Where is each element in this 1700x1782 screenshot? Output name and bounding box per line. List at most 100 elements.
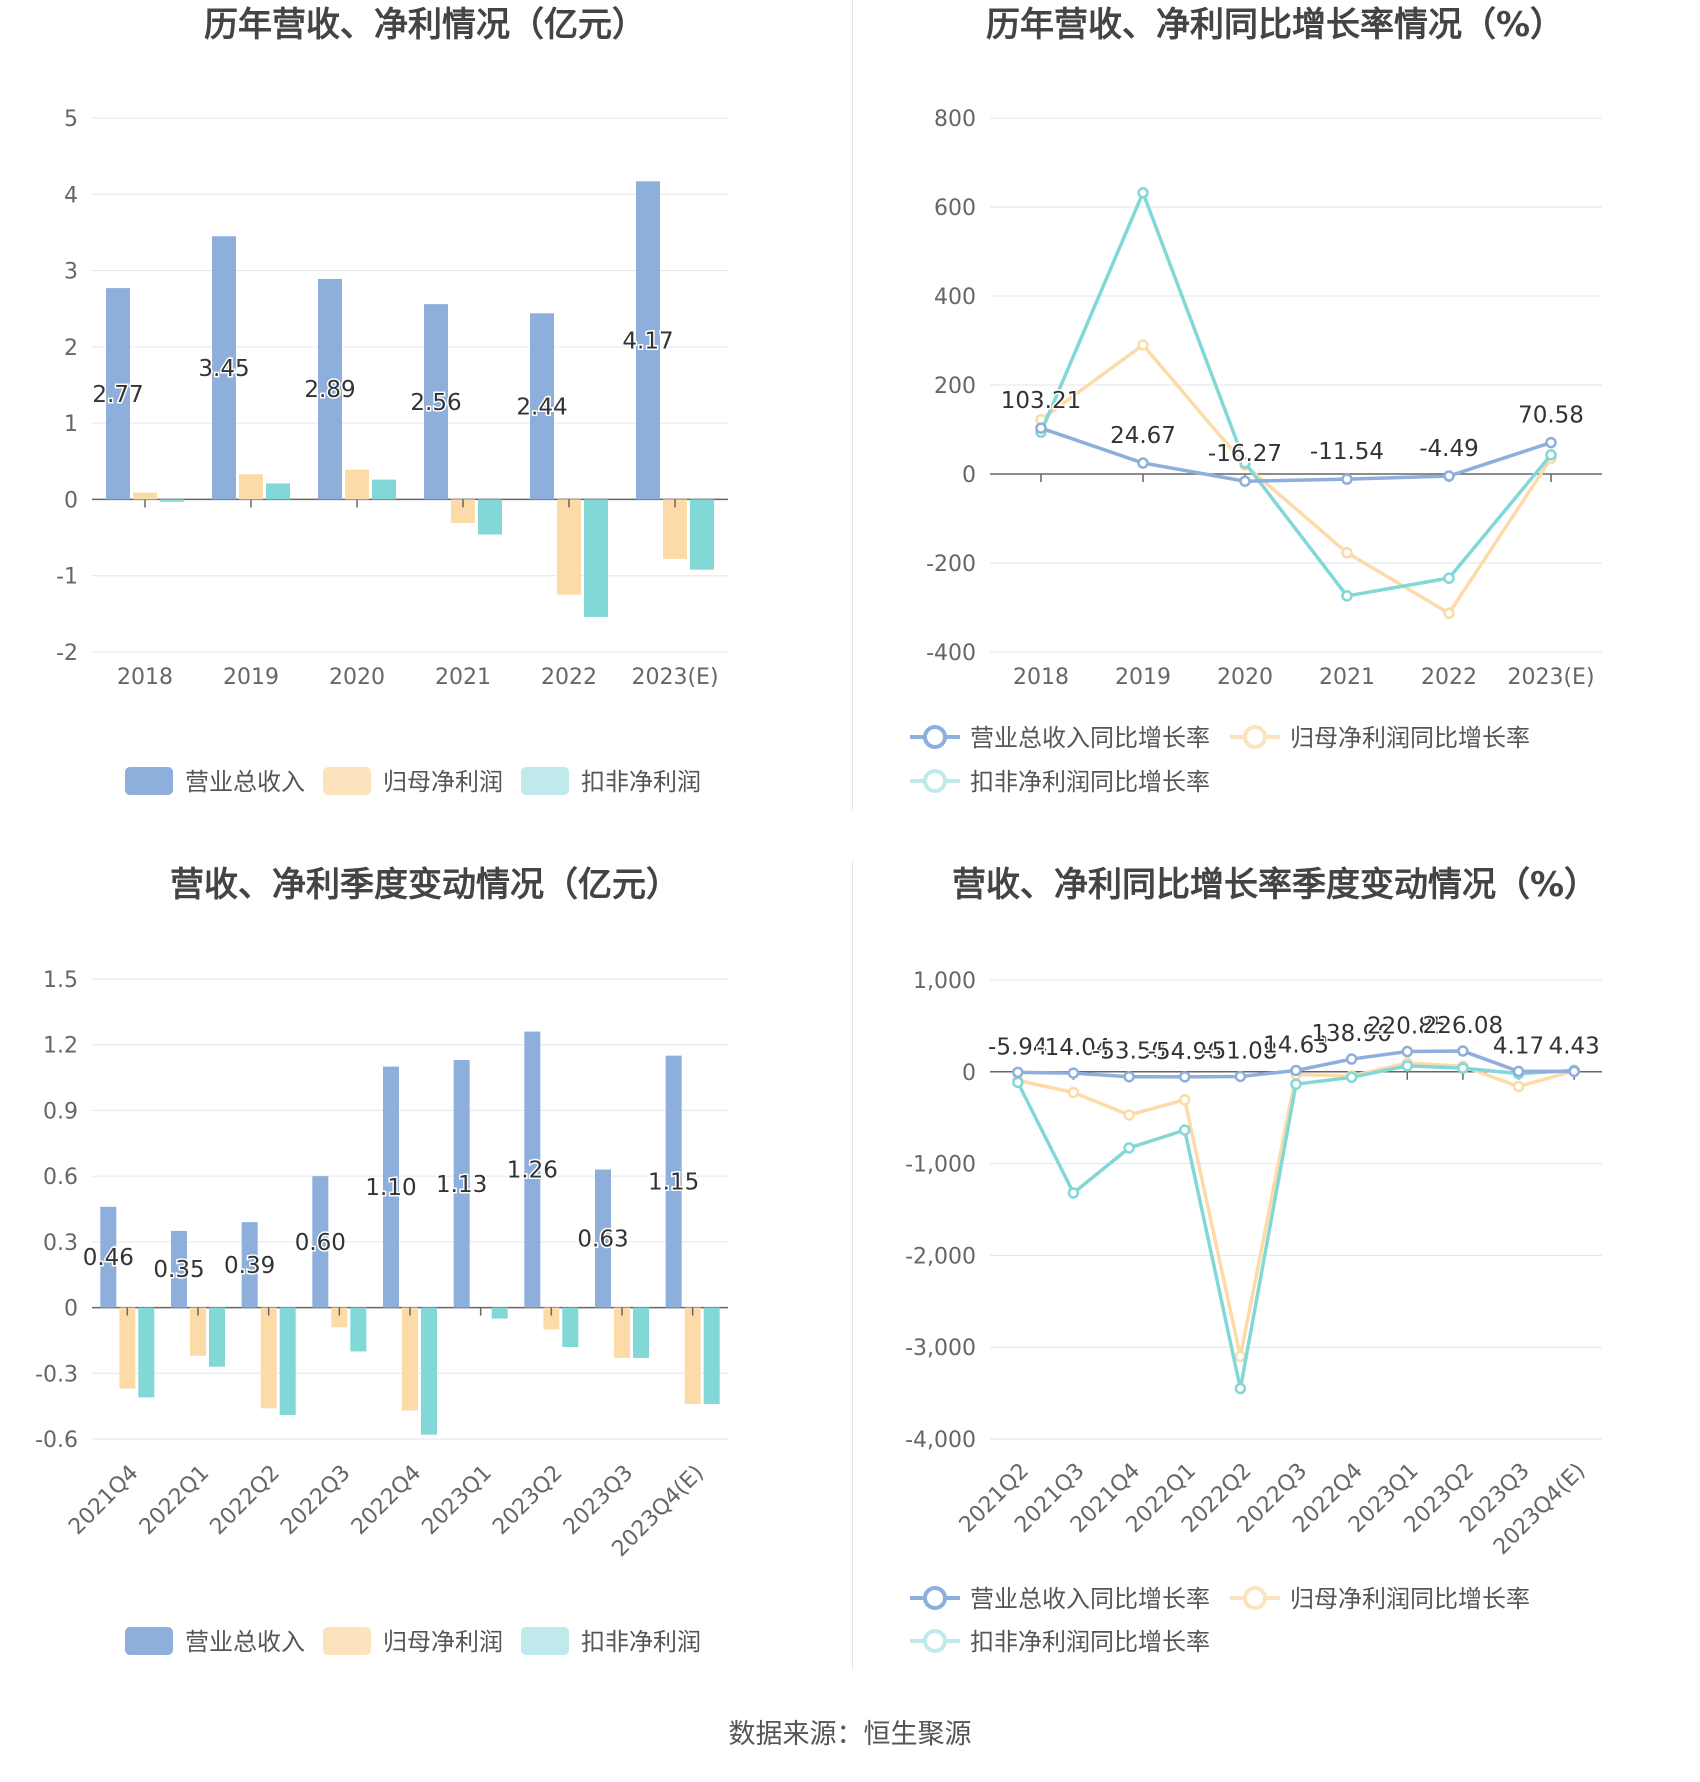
bar-net-profit[interactable]: [402, 1307, 418, 1411]
legend-item[interactable]: 扣非净利润: [581, 1628, 701, 1656]
point-revenue-growth[interactable]: [1123, 1070, 1135, 1083]
series-line-deducted-profit-growth[interactable]: [1039, 188, 1553, 598]
bar-revenue[interactable]: [424, 304, 448, 500]
bar-deducted-profit[interactable]: [421, 1307, 437, 1435]
bar-deducted-profit[interactable]: [209, 1307, 225, 1367]
point-revenue-growth[interactable]: [1234, 1070, 1247, 1083]
point-deducted-profit-growth[interactable]: [1123, 1142, 1135, 1154]
legend-item[interactable]: 扣非净利润同比增长率: [970, 1628, 1210, 1656]
bar-deducted-profit[interactable]: [138, 1307, 155, 1398]
point-revenue-growth[interactable]: [1401, 1045, 1414, 1058]
bar-revenue[interactable]: [100, 1206, 117, 1308]
point-revenue-growth[interactable]: [1345, 1053, 1358, 1065]
legend-item[interactable]: 归母净利润: [383, 1628, 503, 1656]
point-net-profit-growth[interactable]: [1512, 1080, 1525, 1093]
point-deducted-profit-growth[interactable]: [1443, 572, 1455, 584]
legend-item[interactable]: 扣非净利润: [581, 768, 701, 796]
bar-deducted-profit[interactable]: [690, 499, 714, 570]
series-line-net-profit-growth[interactable]: [1017, 1061, 1575, 1357]
bar-net-profit[interactable]: [663, 499, 687, 559]
bar-revenue[interactable]: [636, 181, 660, 500]
point-deducted-profit-growth[interactable]: [1457, 1062, 1469, 1074]
series-line-revenue-growth[interactable]: [1040, 426, 1552, 483]
point-net-profit-growth[interactable]: [1123, 1109, 1135, 1121]
point-revenue-growth[interactable]: [1341, 473, 1353, 485]
bar-net-profit[interactable]: [614, 1307, 630, 1358]
bar-deducted-profit[interactable]: [633, 1307, 649, 1358]
legend-item[interactable]: 扣非净利润同比增长率: [970, 768, 1210, 796]
bar-net-profit[interactable]: [133, 492, 157, 500]
point-revenue-growth[interactable]: [1137, 457, 1149, 469]
point-deducted-profit-growth[interactable]: [1137, 187, 1149, 199]
point-revenue-growth[interactable]: [1457, 1045, 1469, 1057]
bar-deducted-profit[interactable]: [266, 483, 290, 500]
bar-revenue[interactable]: [383, 1066, 399, 1308]
bar-revenue[interactable]: [530, 313, 554, 500]
bar-net-profit[interactable]: [451, 499, 475, 524]
bar-revenue[interactable]: [524, 1031, 541, 1308]
point-revenue-growth[interactable]: [1443, 470, 1455, 482]
point-deducted-profit-growth[interactable]: [1401, 1060, 1414, 1072]
bar-net-profit[interactable]: [119, 1307, 136, 1389]
point-net-profit-growth[interactable]: [1443, 607, 1455, 620]
bar-revenue[interactable]: [171, 1230, 187, 1308]
series-line-deducted-profit-growth[interactable]: [1016, 1064, 1575, 1389]
bar-deducted-profit[interactable]: [703, 1307, 720, 1404]
point-deducted-profit-growth[interactable]: [1239, 457, 1251, 469]
legend-item[interactable]: 营业总收入同比增长率: [970, 1585, 1210, 1613]
bar-revenue[interactable]: [212, 236, 236, 500]
bar-deducted-profit[interactable]: [584, 499, 608, 617]
point-revenue-growth[interactable]: [1568, 1065, 1580, 1078]
point-revenue-growth[interactable]: [1178, 1071, 1191, 1083]
point-deducted-profit-growth[interactable]: [1012, 1076, 1024, 1089]
series-line-net-profit-growth[interactable]: [1039, 342, 1553, 616]
bar-deducted-profit[interactable]: [350, 1307, 367, 1352]
point-net-profit-growth[interactable]: [1178, 1094, 1191, 1106]
point-deducted-profit-growth[interactable]: [1234, 1382, 1247, 1395]
point-net-profit-growth[interactable]: [1234, 1350, 1247, 1363]
point-deducted-profit-growth[interactable]: [1345, 1071, 1358, 1084]
bar-net-profit[interactable]: [684, 1307, 701, 1404]
bar-revenue[interactable]: [665, 1055, 682, 1308]
legend-item[interactable]: 营业总收入同比增长率: [970, 724, 1210, 752]
point-deducted-profit-growth[interactable]: [1067, 1187, 1080, 1199]
legend-item[interactable]: 归母净利润同比增长率: [1290, 724, 1530, 752]
point-net-profit-growth[interactable]: [1341, 547, 1353, 559]
bar-net-profit[interactable]: [345, 469, 369, 500]
bar-net-profit[interactable]: [543, 1307, 560, 1330]
bar-revenue[interactable]: [312, 1176, 329, 1308]
bar-net-profit[interactable]: [557, 499, 581, 595]
point-revenue-growth[interactable]: [1067, 1067, 1080, 1079]
bar-deducted-profit[interactable]: [491, 1307, 508, 1319]
legend-item[interactable]: 归母净利润: [383, 768, 503, 796]
point-revenue-growth[interactable]: [1239, 475, 1251, 487]
point-revenue-growth[interactable]: [1545, 436, 1557, 449]
bar-net-profit[interactable]: [239, 474, 263, 500]
legend-item[interactable]: 营业总收入: [185, 1628, 305, 1656]
bar-revenue[interactable]: [453, 1060, 470, 1308]
point-net-profit-growth[interactable]: [1067, 1086, 1080, 1099]
bar-deducted-profit[interactable]: [478, 499, 502, 535]
bar-net-profit[interactable]: [190, 1307, 206, 1356]
point-deducted-profit-growth[interactable]: [1341, 590, 1353, 602]
bar-deducted-profit[interactable]: [372, 479, 396, 500]
point-deducted-profit-growth[interactable]: [1290, 1078, 1302, 1090]
bar-revenue[interactable]: [595, 1169, 611, 1308]
point-net-profit-growth[interactable]: [1137, 339, 1149, 351]
bar-revenue[interactable]: [318, 278, 342, 500]
bar-deducted-profit[interactable]: [279, 1307, 296, 1415]
bar-net-profit[interactable]: [260, 1307, 277, 1409]
point-revenue-growth[interactable]: [1290, 1064, 1302, 1077]
legend-item[interactable]: 归母净利润同比增长率: [1290, 1585, 1530, 1613]
point-revenue-growth[interactable]: [1012, 1066, 1024, 1079]
point-revenue-growth[interactable]: [1035, 422, 1047, 434]
point-revenue-growth[interactable]: [1512, 1065, 1525, 1078]
bar-deducted-profit[interactable]: [562, 1307, 579, 1347]
bar-revenue[interactable]: [106, 288, 130, 500]
bar-deducted-profit[interactable]: [160, 499, 184, 502]
point-deducted-profit-growth[interactable]: [1178, 1124, 1191, 1136]
bar-revenue[interactable]: [241, 1222, 258, 1308]
bar-net-profit[interactable]: [331, 1307, 348, 1328]
point-deducted-profit-growth[interactable]: [1545, 449, 1557, 461]
legend-item[interactable]: 营业总收入: [185, 768, 305, 796]
